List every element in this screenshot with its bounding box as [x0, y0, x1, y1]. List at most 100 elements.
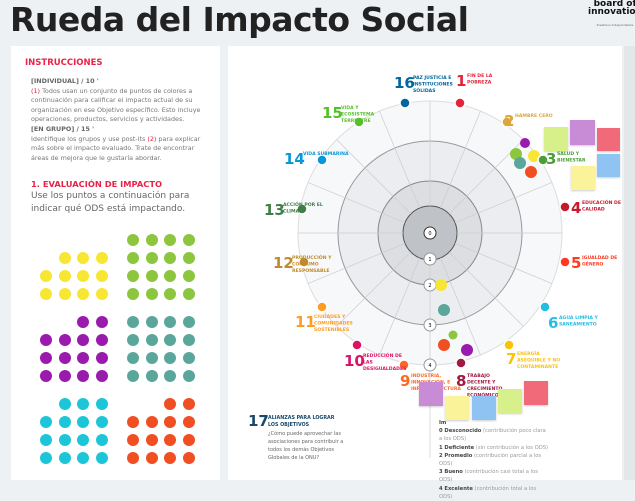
sdg-8-label: ECONÓMICO: [467, 392, 499, 399]
dot-sticker[interactable]: [164, 316, 176, 328]
dot-sticker[interactable]: [182, 416, 195, 428]
dot-sticker[interactable]: [77, 288, 89, 300]
dot-sticker[interactable]: [40, 416, 52, 428]
dot-sticker[interactable]: [127, 334, 139, 346]
dot-sticker[interactable]: [58, 452, 71, 464]
dot-sticker[interactable]: [40, 352, 52, 364]
dot-sticker[interactable]: [145, 270, 158, 282]
sticky-note[interactable]: [544, 127, 568, 151]
dot-sticker[interactable]: [95, 416, 108, 428]
dot-sticker[interactable]: [145, 452, 158, 464]
dot-sticker[interactable]: [164, 252, 176, 264]
dot-sticker[interactable]: [164, 270, 176, 282]
dot-sticker[interactable]: [145, 434, 158, 446]
dot-sticker[interactable]: [182, 252, 195, 264]
dot-sticker[interactable]: [40, 334, 52, 346]
dot-sticker[interactable]: [127, 252, 139, 264]
dot-sticker[interactable]: [77, 416, 89, 428]
dot-sticker[interactable]: [77, 452, 89, 464]
dot-sticker[interactable]: [58, 434, 71, 446]
dot-sticker[interactable]: [40, 434, 52, 446]
dot-sticker[interactable]: [58, 416, 71, 428]
dot-sticker[interactable]: [77, 270, 89, 282]
dot-sticker[interactable]: [145, 316, 158, 328]
dot-sticker[interactable]: [127, 270, 139, 282]
dot-sticker[interactable]: [127, 416, 139, 428]
dot-sticker[interactable]: [95, 434, 108, 446]
dot-sticker[interactable]: [145, 288, 158, 300]
sticky-note[interactable]: [524, 381, 548, 405]
dot-sticker[interactable]: [182, 370, 195, 382]
dot-sticker[interactable]: [182, 352, 195, 364]
dot-sticker[interactable]: [95, 288, 108, 300]
dot-sticker[interactable]: [58, 398, 71, 410]
dot-sticker[interactable]: [164, 452, 176, 464]
dot-sticker[interactable]: [164, 434, 176, 446]
dot-sticker[interactable]: [145, 416, 158, 428]
logo: board ofinnovationKreativos Independient…: [588, 0, 635, 27]
sticky-note[interactable]: [472, 396, 496, 420]
dot-sticker[interactable]: [95, 398, 108, 410]
dot-sticker[interactable]: [40, 270, 52, 282]
dot-sticker[interactable]: [40, 288, 52, 300]
sticky-note[interactable]: [419, 382, 443, 406]
dot-sticker[interactable]: [127, 452, 139, 464]
scrollbar[interactable]: [624, 46, 635, 480]
dot-sticker[interactable]: [58, 288, 71, 300]
dot-sticker[interactable]: [182, 270, 195, 282]
sticky-note[interactable]: [570, 120, 595, 145]
dot-sticker[interactable]: [145, 352, 158, 364]
dot-sticker[interactable]: [127, 370, 139, 382]
dot-sticker[interactable]: [77, 398, 89, 410]
dot-sticker[interactable]: [164, 334, 176, 346]
dot-sticker[interactable]: [58, 370, 71, 382]
dot-sticker[interactable]: [164, 370, 176, 382]
dot-sticker[interactable]: [182, 434, 195, 446]
dot-sticker[interactable]: [58, 334, 71, 346]
dot-sticker[interactable]: [95, 334, 108, 346]
dot-sticker[interactable]: [182, 288, 195, 300]
dot-sticker[interactable]: [127, 352, 139, 364]
dot-sticker[interactable]: [95, 270, 108, 282]
dot-sticker[interactable]: [182, 452, 195, 464]
dot-sticker[interactable]: [182, 334, 195, 346]
dot-sticker[interactable]: [182, 234, 195, 246]
dot-sticker[interactable]: [77, 370, 89, 382]
instructions-text: [INDIVIDUAL] / 10 ' (1) Todos usan un co…: [31, 77, 201, 162]
dot-sticker[interactable]: [145, 252, 158, 264]
dot-sticker[interactable]: [95, 352, 108, 364]
dot-sticker[interactable]: [40, 452, 52, 464]
sticky-note[interactable]: [597, 154, 620, 177]
dot-sticker[interactable]: [164, 416, 176, 428]
dot-sticker[interactable]: [77, 434, 89, 446]
dot-sticker[interactable]: [58, 270, 71, 282]
dot-sticker[interactable]: [77, 352, 89, 364]
dot-sticker[interactable]: [127, 288, 139, 300]
dot-sticker[interactable]: [95, 252, 108, 264]
dot-sticker[interactable]: [145, 334, 158, 346]
dot-sticker[interactable]: [95, 316, 108, 328]
dot-sticker[interactable]: [58, 252, 71, 264]
dot-sticker[interactable]: [164, 352, 176, 364]
dot-sticker[interactable]: [77, 252, 89, 264]
dot-sticker[interactable]: [40, 370, 52, 382]
dot-sticker[interactable]: [77, 316, 89, 328]
dot-sticker[interactable]: [127, 434, 139, 446]
dot-sticker[interactable]: [127, 316, 139, 328]
dot-sticker[interactable]: [77, 334, 89, 346]
dot-sticker[interactable]: [182, 398, 195, 410]
dot-sticker[interactable]: [95, 370, 108, 382]
sticky-note[interactable]: [597, 128, 620, 151]
dot-sticker[interactable]: [95, 452, 108, 464]
dot-sticker[interactable]: [164, 398, 176, 410]
dot-sticker[interactable]: [145, 234, 158, 246]
sticky-note[interactable]: [571, 166, 595, 190]
sticky-note[interactable]: [498, 389, 522, 413]
dot-sticker[interactable]: [58, 352, 71, 364]
sticky-note[interactable]: [445, 396, 469, 420]
dot-sticker[interactable]: [164, 288, 176, 300]
dot-sticker[interactable]: [127, 234, 139, 246]
dot-sticker[interactable]: [182, 316, 195, 328]
dot-sticker[interactable]: [145, 370, 158, 382]
dot-sticker[interactable]: [164, 234, 176, 246]
